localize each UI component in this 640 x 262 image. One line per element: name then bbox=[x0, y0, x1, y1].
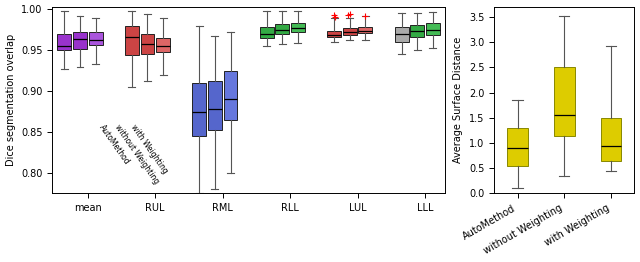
PathPatch shape bbox=[601, 118, 621, 161]
PathPatch shape bbox=[141, 34, 154, 53]
PathPatch shape bbox=[156, 38, 170, 52]
PathPatch shape bbox=[291, 23, 305, 32]
PathPatch shape bbox=[223, 71, 237, 120]
PathPatch shape bbox=[58, 34, 72, 50]
PathPatch shape bbox=[508, 128, 528, 166]
PathPatch shape bbox=[125, 26, 139, 55]
Text: without Weighting: without Weighting bbox=[113, 123, 161, 185]
Y-axis label: Dice segmentation overlap: Dice segmentation overlap bbox=[6, 34, 15, 166]
PathPatch shape bbox=[193, 83, 206, 136]
PathPatch shape bbox=[208, 81, 222, 130]
Text: AutoMethod: AutoMethod bbox=[97, 123, 132, 166]
PathPatch shape bbox=[88, 32, 102, 45]
PathPatch shape bbox=[358, 26, 372, 33]
PathPatch shape bbox=[343, 28, 357, 35]
Text: with Weighting: with Weighting bbox=[129, 123, 170, 175]
Y-axis label: Average Surface Distance: Average Surface Distance bbox=[453, 37, 463, 163]
PathPatch shape bbox=[328, 31, 341, 37]
PathPatch shape bbox=[554, 67, 575, 135]
PathPatch shape bbox=[410, 25, 424, 37]
PathPatch shape bbox=[260, 27, 274, 38]
PathPatch shape bbox=[275, 24, 289, 34]
PathPatch shape bbox=[426, 23, 440, 35]
PathPatch shape bbox=[73, 32, 87, 49]
PathPatch shape bbox=[395, 27, 409, 42]
